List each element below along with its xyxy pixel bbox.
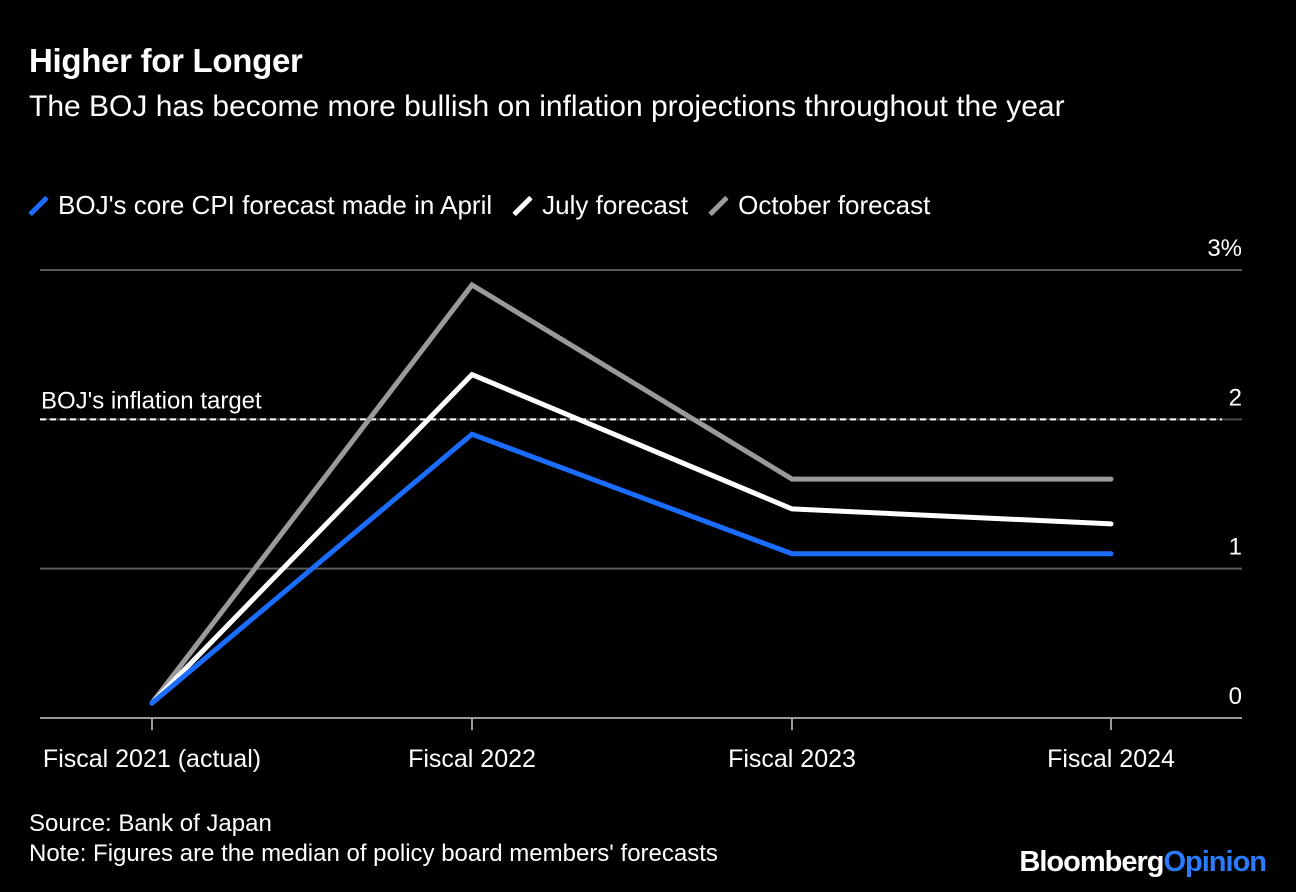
legend-label-july: July forecast	[542, 190, 689, 220]
series-line-1	[149, 371, 1114, 706]
x-tick-label-0: Fiscal 2021 (actual)	[43, 745, 261, 773]
x-tick-label-1: Fiscal 2022	[408, 745, 536, 773]
legend-item-october: October forecast	[708, 190, 931, 221]
chart-subtitle: The BOJ has become more bullish on infla…	[29, 90, 1065, 123]
legend-item-july: July forecast	[512, 190, 689, 221]
x-tick-label-3: Fiscal 2024	[1047, 745, 1175, 773]
chart-legend: BOJ's core CPI forecast made in April Ju…	[28, 190, 952, 221]
brand-logo: BloombergOpinion	[1019, 846, 1267, 879]
legend-item-april: BOJ's core CPI forecast made in April	[28, 190, 493, 221]
y-tick-label-2: 2	[1229, 384, 1242, 411]
inflation-target-label: BOJ's inflation target	[41, 387, 262, 414]
chart-title: Higher for Longer	[29, 42, 303, 79]
series-line-0	[149, 431, 1114, 706]
y-tick-label-1: 1	[1229, 534, 1242, 561]
series-line-2	[149, 281, 1114, 706]
legend-label-october: October forecast	[738, 190, 931, 220]
y-tick-label-3: 3%	[1207, 235, 1242, 262]
legend-label-april: BOJ's core CPI forecast made in April	[58, 190, 493, 220]
brand-logo-part1: Bloomberg	[1019, 846, 1164, 878]
source-note: Source: Bank of Japan	[29, 810, 272, 837]
x-tick-label-2: Fiscal 2023	[728, 745, 856, 773]
brand-logo-part2: Opinion	[1163, 846, 1267, 878]
y-tick-label-0: 0	[1229, 683, 1242, 710]
chart-footer: Source: Bank of Japan Note: Figures are …	[29, 809, 718, 869]
footnote: Note: Figures are the median of policy b…	[29, 840, 718, 867]
